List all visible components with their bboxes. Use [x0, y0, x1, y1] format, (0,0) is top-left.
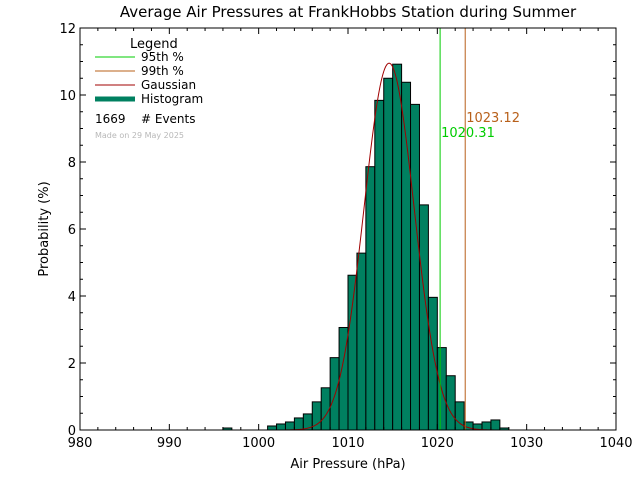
histogram-bar	[374, 99, 385, 431]
made-on-note: Made on 29 May 2025	[95, 131, 184, 140]
y-tick-label: 8	[68, 156, 76, 171]
histogram-bar	[401, 81, 412, 431]
legend-title: Legend	[130, 37, 178, 52]
y-tick-label: 2	[68, 357, 76, 372]
chart-title: Average Air Pressures at FrankHobbs Stat…	[120, 3, 577, 21]
x-tick-label: 980	[68, 436, 93, 451]
x-tick-label: 990	[157, 436, 182, 451]
histogram-bar	[267, 425, 278, 431]
y-tick-label: 0	[68, 424, 76, 439]
x-tick-label: 1020	[421, 436, 454, 451]
y-tick-label: 4	[68, 290, 76, 305]
histogram-bar	[383, 77, 394, 431]
x-axis-label: Air Pressure (hPa)	[290, 457, 405, 472]
histogram-bar	[276, 423, 286, 431]
events-label: # Events	[141, 112, 196, 126]
x-tick-label: 1010	[331, 436, 364, 451]
legend-label: 99th %	[141, 64, 184, 78]
histogram-bar	[293, 417, 304, 431]
percentile-label: 1020.31	[441, 126, 495, 141]
legend-label: Histogram	[141, 92, 203, 106]
histogram-bar	[445, 375, 456, 431]
y-axis-label: Probability (%)	[37, 181, 52, 276]
y-tick-label: 12	[59, 22, 76, 37]
histogram-bar	[410, 103, 420, 431]
histogram-bar	[392, 63, 403, 431]
histogram-bar	[481, 421, 492, 431]
axes: 980 990 1000 1010 1020 1030 1040 0 2 4 6 8 10 12	[59, 22, 632, 451]
percentile-label: 1023.12	[466, 111, 520, 126]
x-tick-label: 1040	[599, 436, 632, 451]
histogram-bar	[347, 274, 358, 431]
histogram-bar	[365, 166, 376, 431]
histogram-bar	[427, 296, 438, 431]
histogram-bar	[490, 419, 501, 431]
histogram-bar	[329, 357, 340, 431]
histogram-bar	[356, 252, 367, 431]
legend-label: 95th %	[141, 50, 184, 64]
histogram-bar	[284, 421, 295, 431]
y-tick-label: 10	[59, 89, 76, 104]
legend-label: Gaussian	[141, 78, 196, 92]
y-tick-label: 6	[68, 223, 76, 238]
events-count: 1669	[95, 112, 126, 126]
x-tick-label: 1000	[242, 436, 275, 451]
x-tick-label: 1030	[510, 436, 543, 451]
